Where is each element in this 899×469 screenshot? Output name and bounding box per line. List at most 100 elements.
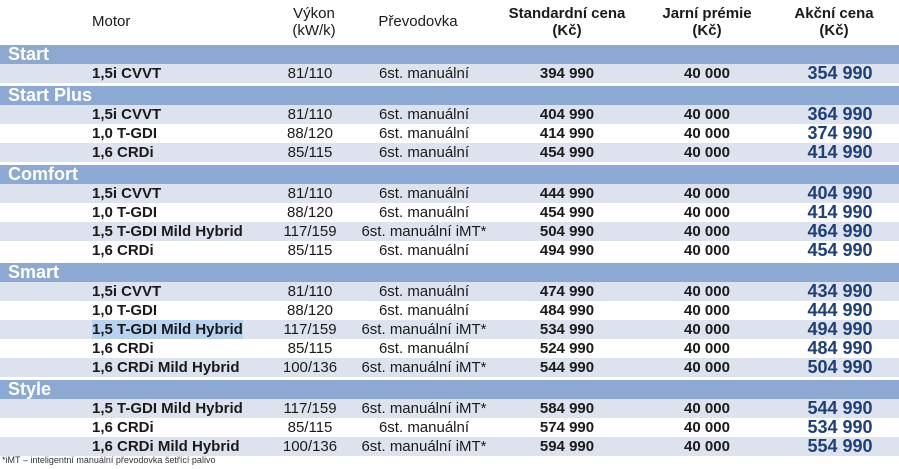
- cell-prevodovka: 6st. manuální iMT*: [361, 438, 487, 455]
- header-vykon: Výkon (kW/k): [270, 5, 358, 39]
- cell-akcni-cena: 444 990: [807, 300, 873, 320]
- cell-jarni-premie: 40 000: [684, 419, 730, 436]
- cell-vykon: 88/120: [287, 204, 333, 221]
- table-row: 1,5i CVVT 81/110 6st. manuální 474 990 40 00…: [0, 282, 899, 301]
- cell-akcni-cena: 374 990: [807, 123, 873, 143]
- cell-jarni-premie: 40 000: [684, 242, 730, 259]
- cell-vykon: 85/115: [287, 242, 333, 259]
- cell-akcni-cena: 364 990: [807, 104, 873, 124]
- cell-prevodovka: 6st. manuální: [378, 125, 470, 142]
- cell-vykon: 85/115: [287, 144, 333, 161]
- cell-motor: 1,5i CVVT: [92, 185, 162, 202]
- header-akcni-line2: (Kč): [819, 22, 849, 39]
- cell-jarni-premie: 40 000: [684, 223, 730, 240]
- header-prevodovka: Převodovka: [378, 13, 458, 30]
- header-akcni-cena: Akční cena (Kč): [774, 5, 894, 39]
- cell-motor: 1,6 CRDi: [92, 242, 154, 259]
- cell-motor: 1,5i CVVT: [92, 65, 162, 82]
- cell-jarni-premie: 40 000: [684, 65, 730, 82]
- table-row: 1,5i CVVT 81/110 6st. manuální 404 990 40 00…: [0, 105, 899, 124]
- cell-jarni-premie: 40 000: [684, 125, 730, 142]
- cell-jarni-premie: 40 000: [684, 185, 730, 202]
- table-body: Start 1,5i CVVT 81/110 6st. manuální 394 990…: [0, 45, 899, 456]
- cell-vykon: 100/136: [282, 438, 338, 455]
- table-header: Motor Výkon (kW/k) Převodovka Standardní …: [0, 0, 899, 45]
- table-row: 1,6 CRDi 85/115 6st. manuální 524 990 40 000…: [0, 339, 899, 358]
- section-header: Comfort: [0, 165, 899, 184]
- cell-jarni-premie: 40 000: [684, 321, 730, 338]
- cell-prevodovka: 6st. manuální: [378, 340, 470, 357]
- cell-akcni-cena: 464 990: [807, 221, 873, 241]
- table-row: 1,6 CRDi Mild Hybrid 100/136 6st. manuální…: [0, 358, 899, 377]
- cell-vykon: 81/110: [287, 106, 333, 123]
- section-header: Start: [0, 45, 899, 64]
- cell-motor: 1,5i CVVT: [92, 106, 162, 123]
- cell-standardni-cena: 584 990: [539, 400, 595, 417]
- cell-jarni-premie: 40 000: [684, 106, 730, 123]
- cell-motor: 1,6 CRDi: [92, 144, 154, 161]
- cell-akcni-cena: 414 990: [807, 142, 873, 162]
- cell-vykon: 81/110: [287, 283, 333, 300]
- cell-standardni-cena: 524 990: [539, 340, 595, 357]
- table-row: 1,0 T-GDI 88/120 6st. manuální 484 990 40 00…: [0, 301, 899, 320]
- header-jarni-premie: Jarní prémie (Kč): [640, 5, 774, 39]
- cell-standardni-cena: 404 990: [539, 106, 595, 123]
- cell-akcni-cena: 494 990: [807, 319, 873, 339]
- cell-prevodovka: 6st. manuální: [378, 242, 470, 259]
- header-standardni-cena: Standardní cena (Kč): [488, 5, 646, 39]
- header-akcni-line1: Akční cena: [794, 5, 874, 22]
- cell-motor: 1,0 T-GDI: [92, 125, 158, 142]
- cell-motor: 1,5 T-GDI Mild Hybrid: [92, 400, 243, 417]
- cell-prevodovka: 6st. manuální: [378, 185, 470, 202]
- cell-standardni-cena: 444 990: [539, 185, 595, 202]
- cell-prevodovka: 6st. manuální: [378, 283, 470, 300]
- section-header: Smart: [0, 263, 899, 282]
- cell-prevodovka: 6st. manuální iMT*: [361, 223, 487, 240]
- cell-vykon: 100/136: [282, 359, 338, 376]
- cell-standardni-cena: 454 990: [539, 144, 595, 161]
- cell-prevodovka: 6st. manuální: [378, 302, 470, 319]
- cell-akcni-cena: 454 990: [807, 240, 873, 260]
- cell-standardni-cena: 594 990: [539, 438, 595, 455]
- cell-prevodovka: 6st. manuální: [378, 106, 470, 123]
- header-jarni-line1: Jarní prémie: [662, 5, 752, 22]
- cell-standardni-cena: 394 990: [539, 65, 595, 82]
- cell-standardni-cena: 544 990: [539, 359, 595, 376]
- header-jarni-line2: (Kč): [692, 22, 722, 39]
- cell-jarni-premie: 40 000: [684, 283, 730, 300]
- cell-akcni-cena: 414 990: [807, 202, 873, 222]
- cell-jarni-premie: 40 000: [684, 144, 730, 161]
- cell-akcni-cena: 534 990: [807, 417, 873, 437]
- cell-jarni-premie: 40 000: [684, 438, 730, 455]
- header-vykon-line2: (kW/k): [292, 22, 336, 39]
- cell-prevodovka: 6st. manuální iMT*: [361, 359, 487, 376]
- cell-prevodovka: 6st. manuální iMT*: [361, 321, 487, 338]
- header-motor: Motor: [92, 13, 131, 30]
- cell-akcni-cena: 504 990: [807, 357, 873, 377]
- table-row: 1,5 T-GDI Mild Hybrid 117/159 6st. manuáln…: [0, 222, 899, 241]
- cell-vykon: 88/120: [287, 302, 333, 319]
- table-row: 1,6 CRDi 85/115 6st. manuální 574 990 40 000…: [0, 418, 899, 437]
- table-row: 1,6 CRDi 85/115 6st. manuální 454 990 40 000…: [0, 143, 899, 162]
- cell-akcni-cena: 544 990: [807, 398, 873, 418]
- header-vykon-line1: Výkon: [293, 5, 335, 22]
- cell-motor: 1,0 T-GDI: [92, 302, 158, 319]
- cell-jarni-premie: 40 000: [684, 340, 730, 357]
- section-header: Start Plus: [0, 86, 899, 105]
- table-row: 1,0 T-GDI 88/120 6st. manuální 414 990 40 00…: [0, 124, 899, 143]
- cell-vykon: 117/159: [283, 223, 337, 240]
- cell-akcni-cena: 434 990: [807, 281, 873, 301]
- cell-standardni-cena: 534 990: [539, 321, 595, 338]
- cell-standardni-cena: 474 990: [539, 283, 595, 300]
- cell-standardni-cena: 574 990: [539, 419, 595, 436]
- price-table: Motor Výkon (kW/k) Převodovka Standardní …: [0, 0, 899, 456]
- cell-vykon: 117/159: [283, 400, 337, 417]
- cell-prevodovka: 6st. manuální: [378, 144, 470, 161]
- cell-jarni-premie: 40 000: [684, 400, 730, 417]
- cell-motor: 1,6 CRDi: [92, 419, 154, 436]
- cell-akcni-cena: 354 990: [807, 63, 873, 83]
- cell-vykon: 81/110: [287, 65, 333, 82]
- cell-motor: 1,5 T-GDI Mild Hybrid: [92, 223, 243, 240]
- cell-standardni-cena: 494 990: [539, 242, 595, 259]
- table-row: 1,5 T-GDI Mild Hybrid 117/159 6st. manuáln…: [0, 320, 899, 339]
